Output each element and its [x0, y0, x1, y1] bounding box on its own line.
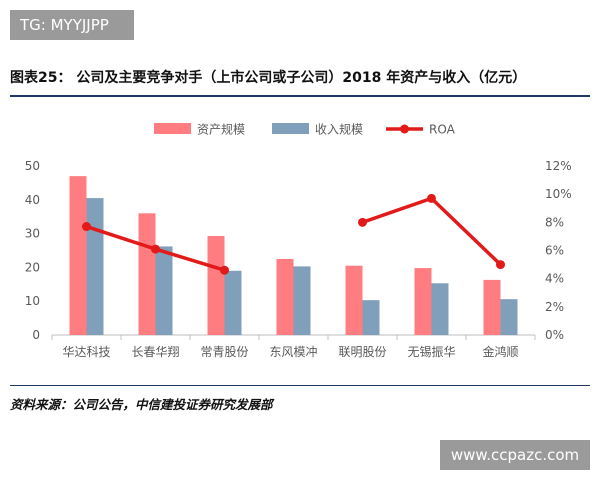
legend-roa-marker — [400, 124, 409, 134]
legend-roa-label: ROA — [429, 123, 456, 137]
legend-revenue-label: 收入规模 — [315, 122, 363, 137]
y-left-tick-label: 0 — [32, 328, 40, 342]
y-right-tick-label: 10% — [545, 187, 572, 201]
legend-asset-swatch — [154, 123, 191, 134]
y-left-tick-label: 10 — [25, 294, 40, 308]
y-right-tick-label: 0% — [545, 328, 564, 342]
roa-point — [427, 193, 436, 203]
y-right-tick-label: 8% — [545, 215, 564, 229]
x-tick-label: 无锡振华 — [407, 344, 455, 359]
asset-bar — [207, 235, 225, 335]
revenue-bar — [431, 283, 449, 335]
roa-point — [220, 265, 229, 275]
channel-badge: TG: MYYJJPP — [10, 10, 134, 40]
y-left-tick-label: 40 — [25, 193, 40, 207]
roa-point — [82, 222, 91, 232]
x-tick-label: 常青股份 — [200, 345, 248, 359]
legend-revenue-swatch — [272, 123, 309, 134]
revenue-bar — [500, 299, 518, 335]
y-right-tick-label: 2% — [545, 300, 564, 314]
x-tick-label: 华达科技 — [62, 345, 110, 359]
y-left-tick-label: 20 — [25, 260, 40, 274]
asset-bar — [345, 265, 363, 335]
revenue-bar — [86, 198, 104, 335]
y-left-tick-label: 30 — [25, 227, 40, 241]
roa-point — [496, 260, 505, 270]
roa-point — [358, 217, 367, 227]
revenue-bar — [224, 270, 242, 335]
y-right-tick-label: 6% — [545, 244, 564, 258]
source-note: 资料来源：公司公告，中信建投证券研究发展部 — [10, 397, 273, 412]
y-right-tick-label: 4% — [545, 272, 564, 286]
revenue-bar — [293, 266, 311, 335]
roa-point — [151, 244, 160, 254]
roa-line-segment — [361, 196, 502, 266]
figure-title: 图表25： 公司及主要竞争对手（上市公司或子公司）2018 年资产与收入（亿元） — [10, 70, 527, 86]
revenue-bar — [155, 246, 173, 335]
y-left-tick-label: 50 — [25, 159, 40, 173]
chart-axes: 0 10 20 30 40 50 0% 2% 4% 6% 8% 10% 12% 华达科技 长春华翔 常青股份 东… — [25, 159, 572, 359]
revenue-bar — [362, 300, 380, 335]
asset-bar — [414, 268, 432, 335]
asset-bar — [69, 176, 87, 335]
asset-bar — [276, 258, 294, 335]
asset-bar — [138, 213, 156, 335]
chart-legend: 资产规模 收入规模 ROA — [154, 122, 456, 137]
x-tick-label: 长春华翔 — [131, 345, 179, 359]
asset-bar — [483, 279, 501, 335]
combo-chart: 资产规模 收入规模 ROA 0 10 20 30 40 50 0% 2% 4% 6% 8% 10% 12% 华… — [25, 122, 572, 360]
watermark: www.ccpazc.com — [440, 440, 590, 470]
x-tick-label: 东风模冲 — [269, 344, 317, 359]
y-right-tick-label: 12% — [545, 159, 572, 173]
x-tick-label: 联明股份 — [338, 345, 386, 359]
source-rule — [10, 385, 590, 386]
chart-bars — [69, 176, 518, 335]
legend-asset-label: 资产规模 — [197, 122, 245, 137]
x-tick-label: 金鸿顺 — [482, 344, 518, 359]
chart-roa-line — [82, 193, 505, 275]
title-rule — [10, 95, 590, 97]
